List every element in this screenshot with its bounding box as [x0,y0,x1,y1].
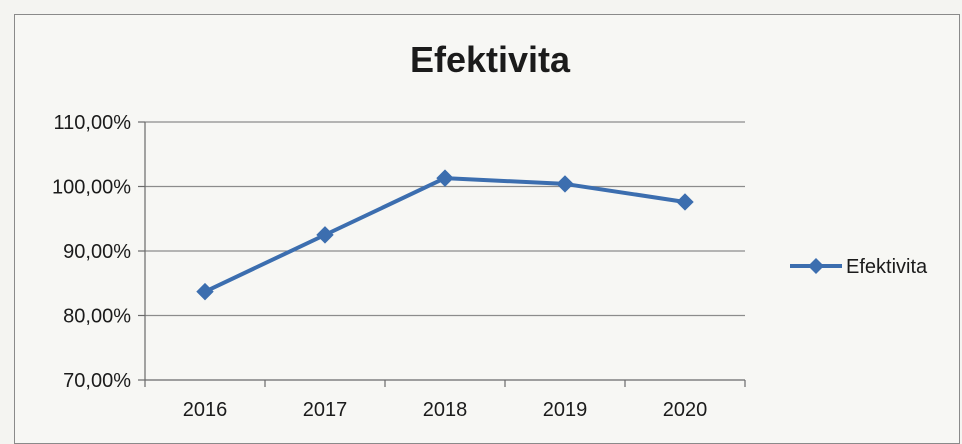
data-point-marker [676,193,694,211]
y-tick-label: 100,00% [52,177,131,199]
x-tick-label: 2020 [663,399,708,421]
x-tick-label: 2019 [543,399,588,421]
data-point-marker [436,169,454,187]
legend-marker [808,258,824,274]
y-tick-label: 90,00% [63,241,131,263]
data-point-marker [556,175,574,193]
y-tick-label: 80,00% [63,306,131,328]
x-tick-label: 2018 [423,399,468,421]
data-point-marker [316,226,334,244]
chart-frame [14,14,960,444]
series-line [204,176,686,294]
legend-label: Efektivita [846,256,928,278]
x-tick-label: 2016 [183,399,228,421]
y-tick-label: 70,00% [63,370,131,392]
gridlines [145,121,745,317]
y-axis-ticks: 110,00% 100,00% 90,00% 80,00% 70,00% [52,112,145,392]
legend: Efektivita [790,256,928,278]
series-group [196,169,694,301]
x-axis-ticks: 2016 2017 2018 2019 2020 [144,380,746,421]
y-tick-label: 110,00% [54,112,132,134]
x-tick-label: 2017 [303,399,348,421]
chart-title: Efektivita [410,39,571,80]
data-point-marker [196,282,214,301]
